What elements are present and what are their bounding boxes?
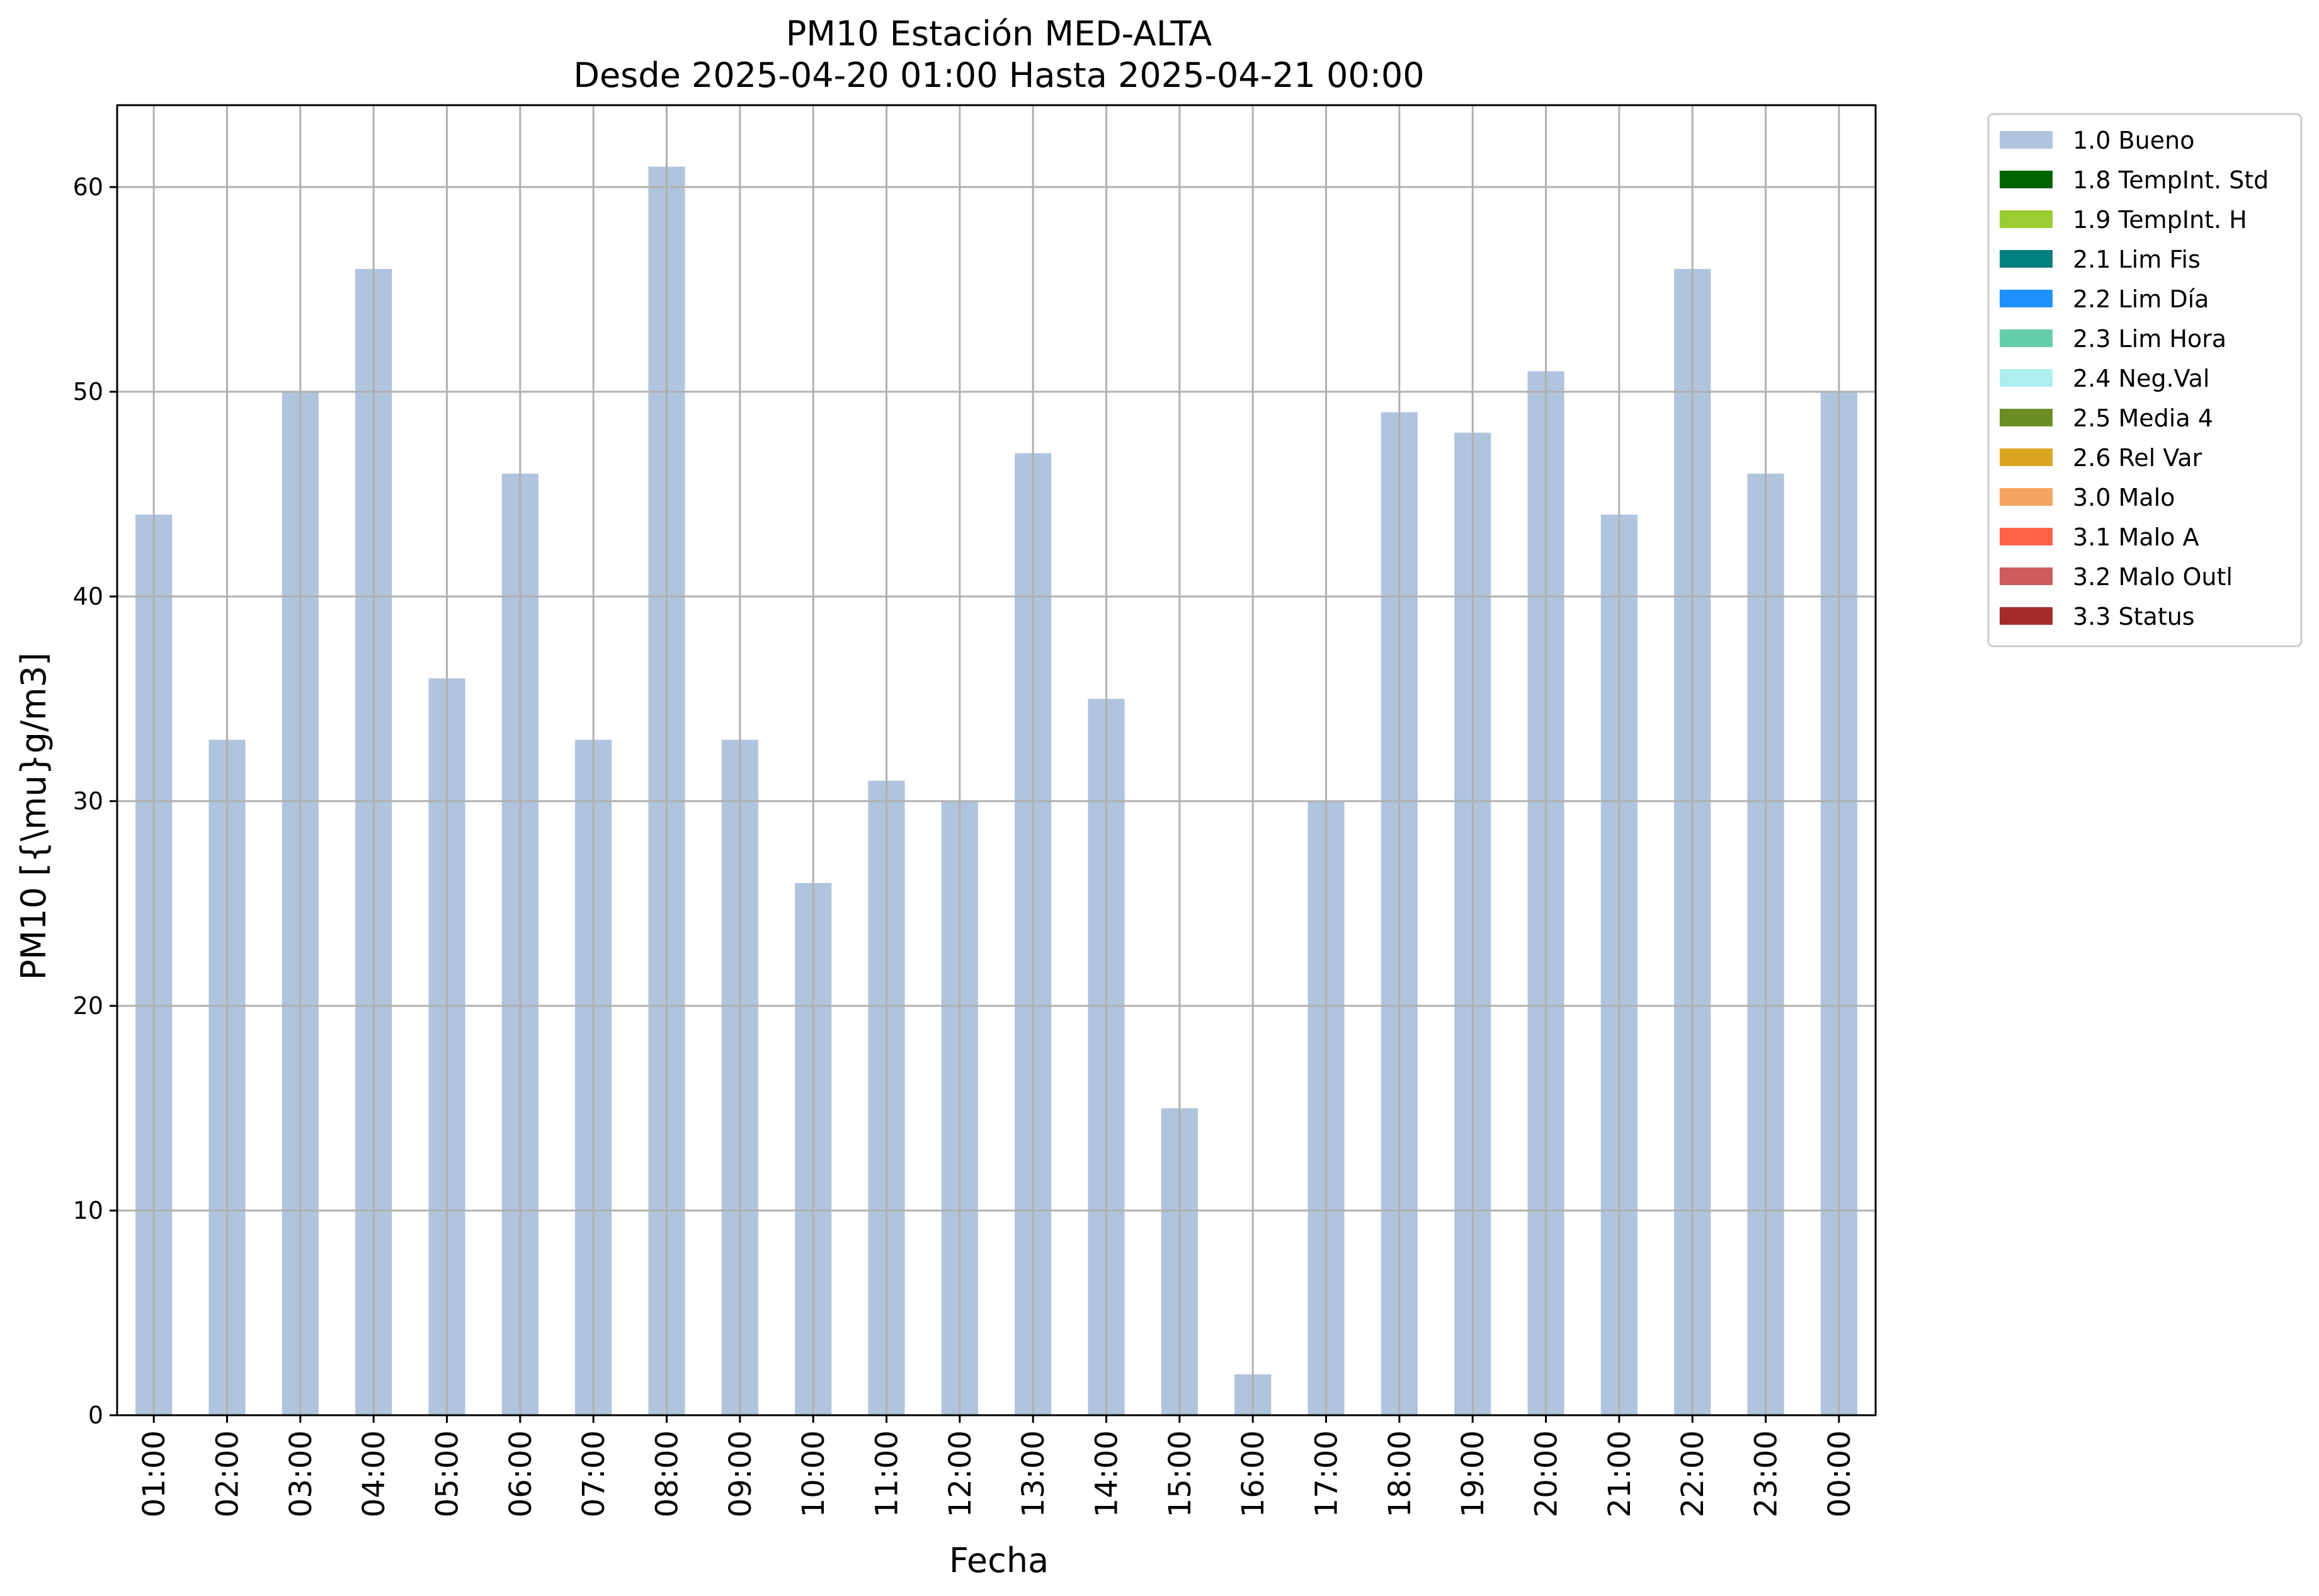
legend-swatch xyxy=(2000,250,2053,268)
legend-swatch xyxy=(2000,369,2053,387)
x-tick-label: 03:00 xyxy=(283,1430,319,1517)
legend-box xyxy=(1987,113,2303,647)
y-tick-label: 40 xyxy=(73,583,103,610)
chart-title: PM10 Estación MED-ALTA xyxy=(786,14,1212,54)
legend-swatch xyxy=(2000,607,2053,625)
x-tick-label: 09:00 xyxy=(723,1430,758,1517)
legend-label: 2.4 Neg.Val xyxy=(2073,365,2209,392)
legend-swatch xyxy=(2000,528,2053,545)
legend-label: 3.3 Status xyxy=(2073,603,2195,630)
x-tick-label: 16:00 xyxy=(1236,1430,1271,1517)
x-tick-label: 17:00 xyxy=(1309,1430,1345,1517)
legend: 1.0 Bueno 1.8 TempInt. Std 1.9 TempInt. H 2… xyxy=(1987,113,2303,647)
legend-label: 2.3 Lim Hora xyxy=(2073,325,2226,353)
y-tick-label: 50 xyxy=(73,378,103,406)
legend-swatch xyxy=(2000,448,2053,466)
x-tick-label: 12:00 xyxy=(943,1430,978,1517)
legend-label: 3.1 Malo A xyxy=(2073,523,2199,551)
y-tick-label: 0 xyxy=(88,1401,103,1429)
y-tick-label: 10 xyxy=(73,1197,103,1224)
legend-swatch xyxy=(2000,171,2053,188)
x-tick-label: 14:00 xyxy=(1090,1430,1125,1517)
x-axis-label: Fecha xyxy=(949,1541,1049,1580)
x-tick-label: 08:00 xyxy=(650,1430,685,1517)
legend-swatch xyxy=(2000,131,2053,149)
y-tick-label: 60 xyxy=(73,173,103,201)
x-tick-label: 06:00 xyxy=(503,1430,538,1517)
legend-label: 2.5 Media 4 xyxy=(2073,404,2213,432)
x-tick-label: 00:00 xyxy=(1822,1430,1857,1517)
plot-frame xyxy=(116,104,1877,1416)
legend-label: 1.9 TempInt. H xyxy=(2073,206,2247,234)
x-tick-label: 13:00 xyxy=(1016,1430,1051,1517)
x-tick-label: 07:00 xyxy=(576,1430,612,1517)
legend-swatch xyxy=(2000,488,2053,506)
x-tick-label: 20:00 xyxy=(1529,1430,1564,1517)
legend-label: 2.2 Lim Día xyxy=(2073,285,2209,313)
x-tick-label: 01:00 xyxy=(137,1430,172,1517)
legend-label: 2.6 Rel Var xyxy=(2073,444,2202,472)
x-tick-label: 11:00 xyxy=(870,1430,905,1517)
x-tick-label: 18:00 xyxy=(1382,1430,1418,1517)
legend-label: 3.2 Malo Outl xyxy=(2073,563,2233,591)
y-tick-label: 30 xyxy=(73,787,103,815)
chart-subtitle: Desde 2025-04-20 01:00 Hasta 2025-04-21 … xyxy=(573,55,1424,95)
x-tick-label: 05:00 xyxy=(430,1430,465,1517)
x-tick-label: 02:00 xyxy=(210,1430,246,1517)
legend-label: 1.0 Bueno xyxy=(2073,127,2194,154)
legend-swatch xyxy=(2000,290,2053,307)
legend-label: 3.0 Malo xyxy=(2073,484,2175,511)
legend-swatch xyxy=(2000,567,2053,585)
legend-label: 2.1 Lim Fis xyxy=(2073,246,2201,273)
x-tick-label: 21:00 xyxy=(1602,1430,1638,1517)
x-tick-label: 22:00 xyxy=(1675,1430,1711,1517)
legend-swatch xyxy=(2000,210,2053,228)
legend-label: 1.8 TempInt. Std xyxy=(2073,166,2269,194)
y-axis-label: PM10 [{\mu}g/m3] xyxy=(14,653,54,980)
legend-swatch xyxy=(2000,329,2053,347)
legend-swatch xyxy=(2000,409,2053,426)
y-tick-label: 20 xyxy=(73,992,103,1020)
x-tick-label: 19:00 xyxy=(1456,1430,1491,1517)
x-tick-label: 10:00 xyxy=(796,1430,831,1517)
plot-area: 0 10 20 30 40 50 60 01:00 02:00 03:00 04:00 05:00 06… xyxy=(73,104,1877,1517)
x-tick-label: 15:00 xyxy=(1163,1430,1198,1517)
x-tick-label: 04:00 xyxy=(356,1430,392,1517)
x-tick-label: 23:00 xyxy=(1749,1430,1784,1517)
